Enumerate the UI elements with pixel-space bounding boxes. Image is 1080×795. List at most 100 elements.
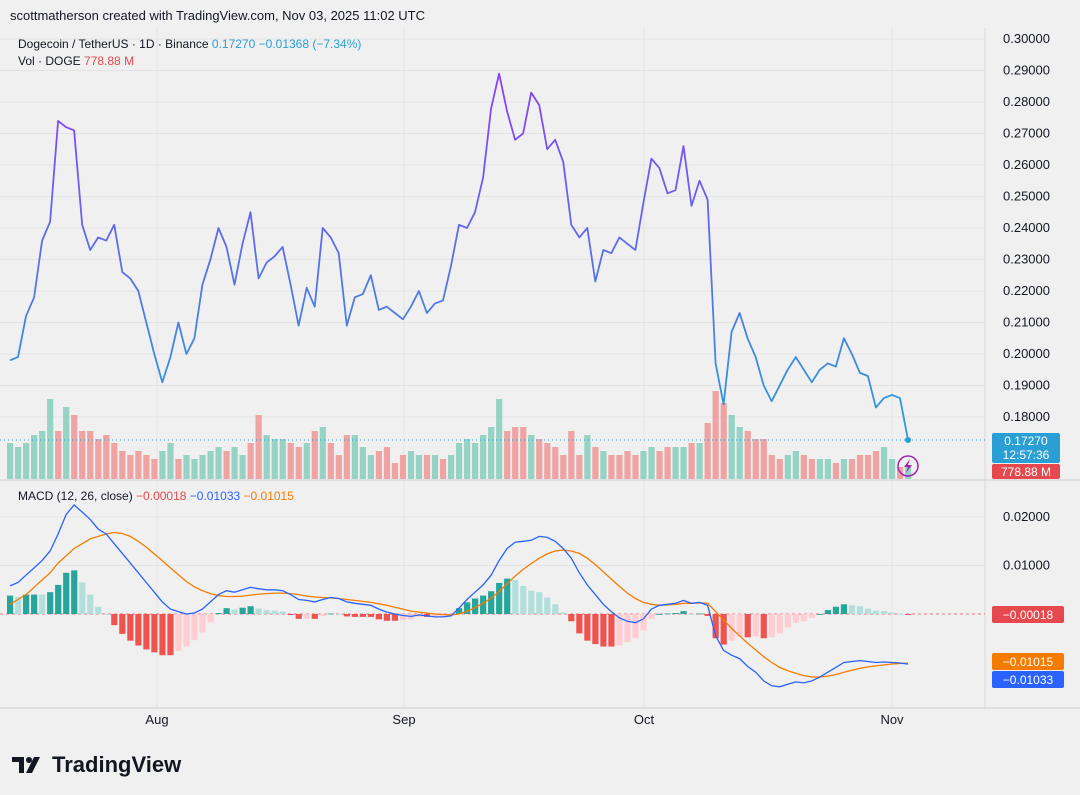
- price-tick-label: 0.26000: [1003, 157, 1050, 172]
- volume-bar: [415, 455, 423, 479]
- volume-bar: [752, 439, 759, 479]
- volume-bar: [848, 459, 856, 479]
- volume-bar: [271, 439, 278, 479]
- macd-histogram-bar: [576, 614, 583, 634]
- macd-histogram-bar: [512, 580, 519, 614]
- macd-histogram-bar: [624, 614, 631, 643]
- macd-histogram-bar: [231, 609, 238, 614]
- volume-bar: [255, 415, 262, 479]
- volume-bar: [816, 459, 824, 479]
- header-credit: scottmatherson created with TradingView.…: [10, 8, 426, 23]
- macd-histogram-bar: [79, 582, 86, 614]
- tradingview-logo[interactable]: TradingView: [12, 752, 181, 778]
- macd-histogram-bar: [736, 614, 743, 637]
- volume-tag: [992, 464, 1060, 479]
- volume-bar: [528, 435, 535, 479]
- macd-tick-label: 0.01000: [1003, 558, 1050, 573]
- volume-bar: [856, 455, 864, 479]
- volume-bar: [864, 455, 872, 479]
- chart-area[interactable]: 0.30000 0.29000 0.28000 0.27000 0.26000 0.250…: [0, 28, 1080, 738]
- volume-bar: [760, 439, 767, 479]
- volume-bar: [464, 439, 471, 479]
- macd-histogram-bar: [199, 614, 206, 633]
- macd-tag: [992, 671, 1064, 688]
- volume-bar: [367, 455, 375, 479]
- volume-bar: [776, 459, 783, 479]
- macd-histogram-bar: [800, 614, 807, 622]
- macd-histogram-bar: [95, 606, 102, 614]
- macd-histogram-bar: [119, 614, 126, 634]
- volume-bar: [472, 443, 479, 479]
- macd-histogram-bar: [399, 614, 407, 621]
- volume-bar: [207, 451, 214, 479]
- volume-bar: [167, 443, 174, 479]
- volume-bar: [712, 391, 719, 479]
- price-tick-label: 0.23000: [1003, 252, 1050, 267]
- macd-histogram-bar: [271, 610, 278, 614]
- brand-name: TradingView: [52, 752, 182, 777]
- volume-bar: [696, 443, 703, 479]
- symbol-title: Dogecoin / TetherUS · 1D · Binance: [18, 37, 209, 51]
- volume-bar: [480, 435, 487, 479]
- macd-histogram-bar: [856, 606, 864, 614]
- macd-histogram-bar: [728, 614, 735, 641]
- volume-bar: [496, 399, 503, 479]
- macd-histogram-bar: [744, 614, 751, 638]
- macd-histogram-bar: [391, 614, 399, 621]
- volume-bar: [319, 427, 326, 479]
- chart-svg[interactable]: 0.30000 0.29000 0.28000 0.27000 0.26000 0.250…: [0, 28, 1080, 738]
- signal-tag-text: −0.01015: [1003, 655, 1054, 669]
- macd-hist-value: −0.00018: [136, 489, 187, 503]
- volume-bar: [688, 443, 695, 479]
- volume-bar: [792, 451, 799, 479]
- macd-histogram-bar: [191, 614, 198, 641]
- volume-bar: [287, 443, 294, 479]
- price-tick-label: 0.28000: [1003, 94, 1050, 109]
- volume-bar: [584, 435, 591, 479]
- macd-histogram-bar: [343, 614, 350, 617]
- macd-histogram-bar: [704, 614, 711, 616]
- macd-histogram-bar: [175, 614, 182, 651]
- volume-legend: Vol · DOGE 778.88 M: [18, 53, 134, 69]
- volume-bar: [39, 431, 46, 479]
- macd-histogram-bar: [287, 614, 294, 615]
- price-tick-label: 0.30000: [1003, 31, 1050, 46]
- macd-histogram-bar: [215, 613, 222, 614]
- macd-tick-label: 0.02000: [1003, 509, 1050, 524]
- volume-bar: [303, 443, 310, 479]
- volume-bar: [119, 451, 126, 479]
- volume-bar: [7, 443, 14, 479]
- volume-bar: [295, 447, 302, 479]
- volume-bar: [600, 451, 607, 479]
- volume-bar: [616, 455, 623, 479]
- macd-histogram-bar: [103, 614, 110, 615]
- macd-hist-tag-text: −0.00018: [1003, 608, 1054, 622]
- volume-bar: [800, 455, 807, 479]
- volume-bar: [423, 455, 431, 479]
- macd-histogram-bar: [640, 614, 647, 631]
- volume-bar: [47, 399, 54, 479]
- volume-bar: [359, 447, 366, 479]
- volume-bar: [592, 447, 599, 479]
- volume-bar: [447, 455, 455, 479]
- volume-bar: [95, 439, 102, 479]
- volume-bar: [215, 447, 222, 479]
- volume-bar: [728, 415, 735, 479]
- volume-bar: [351, 435, 358, 479]
- macd-histogram-bar: [456, 608, 463, 614]
- macd-histogram-bar: [223, 608, 230, 614]
- volume-bar: [247, 443, 254, 479]
- volume-bar: [263, 435, 270, 479]
- macd-histogram-bar: [872, 610, 880, 614]
- macd-histogram-bar: [840, 604, 848, 614]
- macd-tag-text: −0.01033: [1003, 673, 1054, 687]
- macd-histogram-bar: [39, 594, 46, 614]
- volume-bar: [439, 459, 447, 479]
- volume-bar: [151, 459, 158, 479]
- volume-bar: [872, 451, 880, 479]
- volume-bar: [183, 455, 190, 479]
- volume-bar: [536, 439, 543, 479]
- volume-bar: [311, 431, 318, 479]
- macd-histogram-bar: [439, 614, 447, 617]
- macd-histogram-bar: [536, 592, 543, 614]
